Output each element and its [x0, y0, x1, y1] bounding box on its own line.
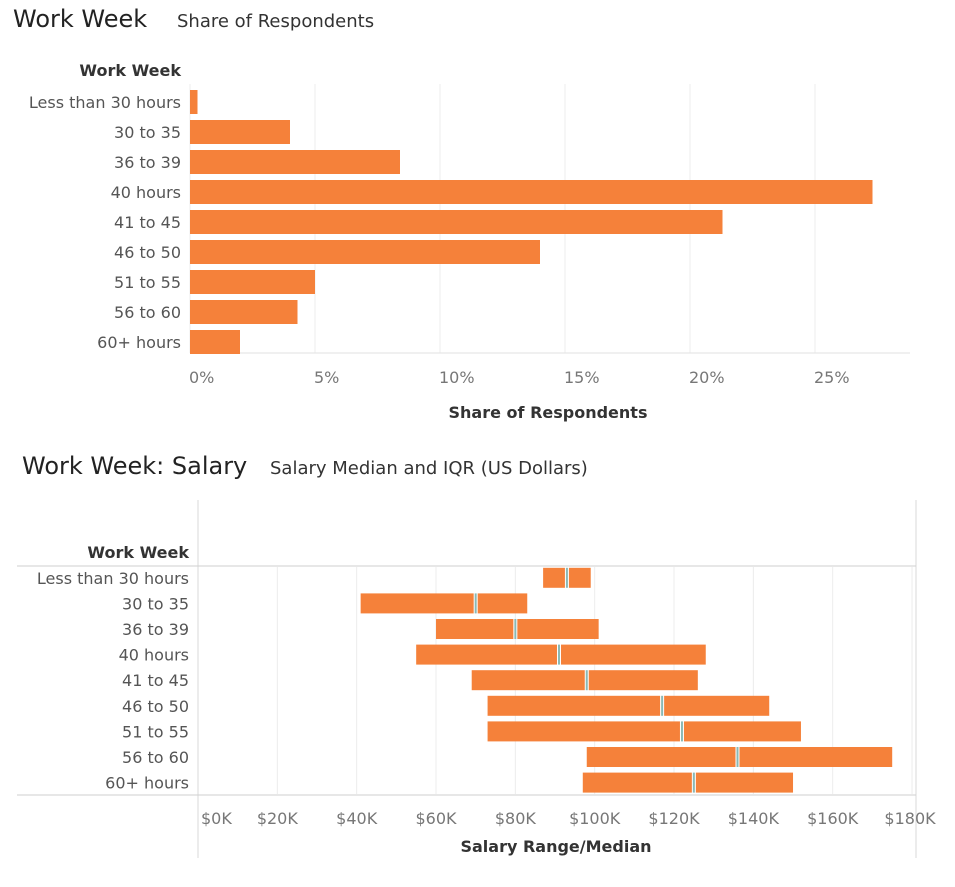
x-tick-label-8: $160K: [807, 809, 859, 828]
chart2-title: Work Week: Salary: [22, 452, 248, 480]
bar-46-to-50: [190, 240, 540, 264]
iqr-upper-30-to-35: [477, 593, 528, 614]
row-header: Work Week: [87, 543, 189, 562]
iqr-lower-56-to-60: [586, 747, 736, 767]
category-label-56-to-60: 56 to 60: [114, 303, 181, 322]
bar-60-hours: [190, 330, 240, 354]
category-label-60-hours: 60+ hours: [105, 774, 189, 793]
x-tick-label-1: $20K: [257, 809, 299, 828]
iqr-upper-51-to-55: [683, 721, 801, 742]
category-label-60-hours: 60+ hours: [97, 333, 181, 352]
chart1-title: Work Week: [13, 5, 148, 33]
x-tick-label-3: $60K: [415, 809, 457, 828]
x-tick-label-3: 15%: [564, 368, 600, 387]
x-axis-title: Salary Range/Median: [460, 837, 651, 856]
bar-30-to-35: [190, 120, 290, 144]
category-label-less-than-30-hours: Less than 30 hours: [37, 569, 189, 588]
x-tick-label-2: $40K: [336, 809, 378, 828]
category-label-46-to-50: 46 to 50: [122, 697, 189, 716]
category-label-46-to-50: 46 to 50: [114, 243, 181, 262]
x-tick-label-5: $100K: [569, 809, 621, 828]
x-tick-label-0: 0%: [189, 368, 214, 387]
row-header: Work Week: [79, 61, 181, 80]
category-label-30-to-35: 30 to 35: [114, 123, 181, 142]
category-label-36-to-39: 36 to 39: [122, 620, 189, 639]
category-label-30-to-35: 30 to 35: [122, 594, 189, 613]
iqr-lower-30-to-35: [360, 593, 474, 614]
iqr-upper-46-to-50: [664, 695, 770, 716]
x-tick-label-6: $120K: [648, 809, 700, 828]
x-tick-label-9: $180K: [884, 809, 936, 828]
x-tick-label-0: $0K: [201, 809, 232, 828]
iqr-lower-41-to-45: [471, 670, 585, 691]
iqr-lower-36-to-39: [436, 619, 514, 639]
bar-less-than-30-hours: [190, 90, 198, 114]
iqr-upper-60-hours: [695, 772, 794, 793]
category-label-41-to-45: 41 to 45: [122, 671, 189, 690]
iqr-lower-46-to-50: [487, 695, 661, 716]
category-label-56-to-60: 56 to 60: [122, 748, 189, 767]
iqr-upper-less-than-30-hours: [568, 567, 591, 588]
iqr-upper-56-to-60: [739, 747, 893, 767]
iqr-lower-51-to-55: [487, 721, 680, 742]
bar-56-to-60: [190, 300, 298, 324]
iqr-lower-40-hours: [416, 644, 557, 665]
x-tick-label-7: $140K: [728, 809, 780, 828]
iqr-upper-41-to-45: [588, 670, 698, 691]
category-label-40-hours: 40 hours: [119, 646, 189, 665]
bar-40-hours: [190, 180, 873, 204]
chart2-subtitle: Salary Median and IQR (US Dollars): [270, 458, 588, 479]
x-tick-label-2: 10%: [439, 368, 475, 387]
category-label-36-to-39: 36 to 39: [114, 153, 181, 172]
chart1-subtitle: Share of Respondents: [177, 11, 375, 32]
x-axis-title: Share of Respondents: [449, 403, 648, 422]
x-tick-label-4: 20%: [689, 368, 725, 387]
bar-51-to-55: [190, 270, 315, 294]
x-tick-label-5: 25%: [814, 368, 850, 387]
category-label-40-hours: 40 hours: [111, 183, 181, 202]
category-label-41-to-45: 41 to 45: [114, 213, 181, 232]
iqr-upper-40-hours: [560, 644, 706, 665]
bar-41-to-45: [190, 210, 723, 234]
iqr-lower-60-hours: [582, 772, 692, 793]
category-label-less-than-30-hours: Less than 30 hours: [29, 93, 181, 112]
iqr-lower-less-than-30-hours: [543, 567, 565, 588]
iqr-upper-36-to-39: [517, 619, 599, 639]
bar-36-to-39: [190, 150, 400, 174]
category-label-51-to-55: 51 to 55: [114, 273, 181, 292]
x-tick-label-1: 5%: [314, 368, 339, 387]
category-label-51-to-55: 51 to 55: [122, 722, 189, 741]
x-tick-label-4: $80K: [495, 809, 537, 828]
